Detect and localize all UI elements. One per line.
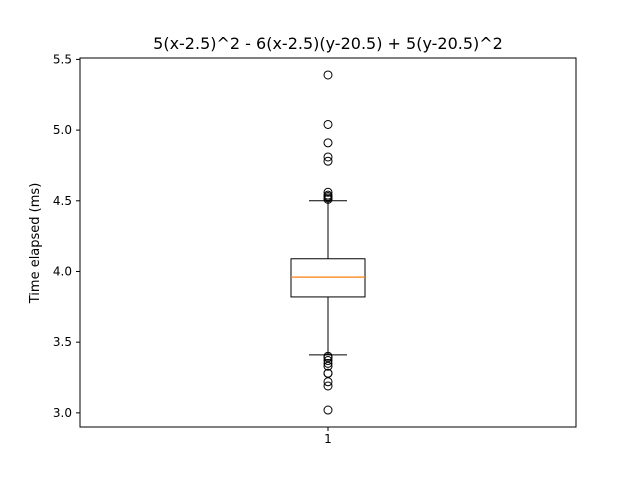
outlier-point xyxy=(323,358,333,368)
box-iqr xyxy=(290,258,366,298)
outlier-point xyxy=(323,405,333,415)
outlier-point xyxy=(323,156,333,166)
y-tick-label: 4.0 xyxy=(53,264,72,278)
plot-frame xyxy=(79,57,577,428)
outlier-point xyxy=(323,190,333,200)
outlier-point xyxy=(323,187,333,197)
outlier-point xyxy=(323,152,333,162)
outlier-point xyxy=(323,381,333,391)
outlier-point xyxy=(323,70,333,80)
plot-layer xyxy=(290,70,366,415)
outlier-point xyxy=(323,368,333,378)
outlier-point xyxy=(323,138,333,148)
x-tick-label: 1 xyxy=(324,432,332,446)
y-tick-label: 5.5 xyxy=(53,52,72,66)
y-tick-label: 3.0 xyxy=(53,406,72,420)
chart-title: 5(x-2.5)^2 - 6(x-2.5)(y-20.5) + 5(y-20.5… xyxy=(153,34,503,53)
y-tick-label: 4.5 xyxy=(53,194,72,208)
y-tick-label: 3.5 xyxy=(53,335,72,349)
outlier-point xyxy=(323,351,333,361)
y-axis-label: Time elapsed (ms) xyxy=(28,183,43,305)
axes-layer: 3.0 3.5 4.0 4.5 5.0 5.5 1 xyxy=(53,52,332,446)
outlier-point xyxy=(323,119,333,129)
y-tick-label: 5.0 xyxy=(53,123,72,137)
outlier-point xyxy=(323,356,333,366)
